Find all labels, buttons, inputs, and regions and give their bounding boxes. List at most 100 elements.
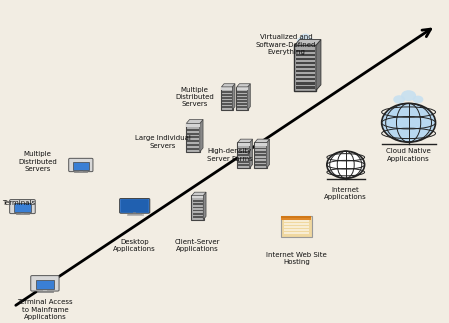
FancyBboxPatch shape xyxy=(221,87,233,110)
Text: Cloud Native
Applications: Cloud Native Applications xyxy=(386,148,431,162)
Polygon shape xyxy=(248,84,250,110)
Polygon shape xyxy=(237,84,250,87)
Polygon shape xyxy=(238,139,253,142)
Bar xyxy=(284,223,309,224)
Bar xyxy=(296,49,315,52)
Bar xyxy=(238,161,249,163)
Bar xyxy=(255,154,266,156)
Text: Internet
Applications: Internet Applications xyxy=(324,187,367,200)
Bar xyxy=(238,151,249,153)
Circle shape xyxy=(300,34,310,41)
Polygon shape xyxy=(232,84,235,110)
Bar xyxy=(238,91,247,93)
Text: Client-Server
Applications: Client-Server Applications xyxy=(175,239,220,252)
Bar xyxy=(296,62,315,64)
Bar xyxy=(238,100,247,102)
Circle shape xyxy=(382,103,436,142)
Bar xyxy=(21,213,24,214)
Bar xyxy=(238,154,249,156)
Bar xyxy=(193,216,202,218)
Bar xyxy=(255,161,266,163)
Bar xyxy=(238,164,249,166)
Polygon shape xyxy=(255,139,269,142)
Circle shape xyxy=(401,90,416,101)
FancyBboxPatch shape xyxy=(119,199,150,213)
Bar xyxy=(222,103,232,105)
Bar xyxy=(296,57,315,60)
Bar xyxy=(284,220,309,222)
FancyBboxPatch shape xyxy=(236,87,248,110)
FancyBboxPatch shape xyxy=(254,142,267,168)
Bar xyxy=(296,74,315,77)
Text: Desktop
Applications: Desktop Applications xyxy=(113,239,156,252)
Bar xyxy=(187,148,199,150)
Text: Large Individual
Servers: Large Individual Servers xyxy=(135,135,190,149)
Text: Internet Web Site
Hosting: Internet Web Site Hosting xyxy=(266,252,327,265)
Polygon shape xyxy=(221,84,235,87)
FancyBboxPatch shape xyxy=(10,200,35,214)
Bar xyxy=(284,232,309,234)
Bar xyxy=(255,142,267,146)
FancyBboxPatch shape xyxy=(282,216,313,237)
Circle shape xyxy=(393,95,405,104)
Bar xyxy=(193,213,202,214)
Circle shape xyxy=(413,96,423,103)
Text: Virtualized and
Software-Defined
Everything: Virtualized and Software-Defined Everyth… xyxy=(256,35,316,55)
Bar xyxy=(187,140,199,142)
Bar xyxy=(37,291,53,292)
Bar xyxy=(222,94,232,96)
FancyBboxPatch shape xyxy=(31,276,59,291)
Bar xyxy=(221,87,232,89)
Polygon shape xyxy=(267,139,269,168)
Bar xyxy=(296,70,315,72)
Circle shape xyxy=(307,38,314,43)
Polygon shape xyxy=(250,139,253,168)
FancyBboxPatch shape xyxy=(281,216,312,236)
Circle shape xyxy=(297,37,305,43)
Bar xyxy=(133,212,136,214)
Bar xyxy=(73,162,88,170)
Polygon shape xyxy=(316,39,321,90)
Circle shape xyxy=(327,151,365,178)
Bar xyxy=(238,106,247,108)
Bar xyxy=(187,129,199,131)
Bar xyxy=(238,142,250,146)
Bar xyxy=(79,171,83,172)
Bar xyxy=(238,103,247,105)
Polygon shape xyxy=(186,120,203,123)
Text: Multiple
Distributed
Servers: Multiple Distributed Servers xyxy=(175,87,214,107)
FancyBboxPatch shape xyxy=(237,142,250,168)
Bar xyxy=(296,82,315,85)
FancyBboxPatch shape xyxy=(69,158,93,172)
Polygon shape xyxy=(203,192,206,220)
Bar xyxy=(192,195,203,198)
Bar xyxy=(238,148,249,150)
Bar xyxy=(255,158,266,159)
Bar xyxy=(296,66,315,68)
Bar xyxy=(281,216,312,220)
Polygon shape xyxy=(200,120,203,152)
Text: High-density
Server Farms: High-density Server Farms xyxy=(207,148,252,162)
Polygon shape xyxy=(295,39,321,45)
FancyBboxPatch shape xyxy=(186,123,200,152)
FancyBboxPatch shape xyxy=(191,195,204,220)
Bar xyxy=(296,78,315,80)
Text: Terminals: Terminals xyxy=(2,201,35,206)
Bar xyxy=(296,86,315,89)
Bar xyxy=(193,210,202,212)
Bar xyxy=(222,106,232,108)
Bar xyxy=(43,290,47,291)
Bar xyxy=(193,200,202,202)
Bar xyxy=(284,226,309,228)
FancyBboxPatch shape xyxy=(121,199,149,213)
Bar xyxy=(16,213,29,214)
Bar xyxy=(187,144,199,146)
Bar xyxy=(187,136,199,139)
Bar xyxy=(237,87,248,89)
Text: Multiple
Distributed
Servers: Multiple Distributed Servers xyxy=(18,151,57,172)
Text: Terminal Access
to Mainframe
Applications: Terminal Access to Mainframe Application… xyxy=(17,299,73,320)
Bar xyxy=(238,98,247,99)
Bar xyxy=(186,123,200,127)
Bar xyxy=(238,94,247,96)
Bar xyxy=(128,213,141,214)
